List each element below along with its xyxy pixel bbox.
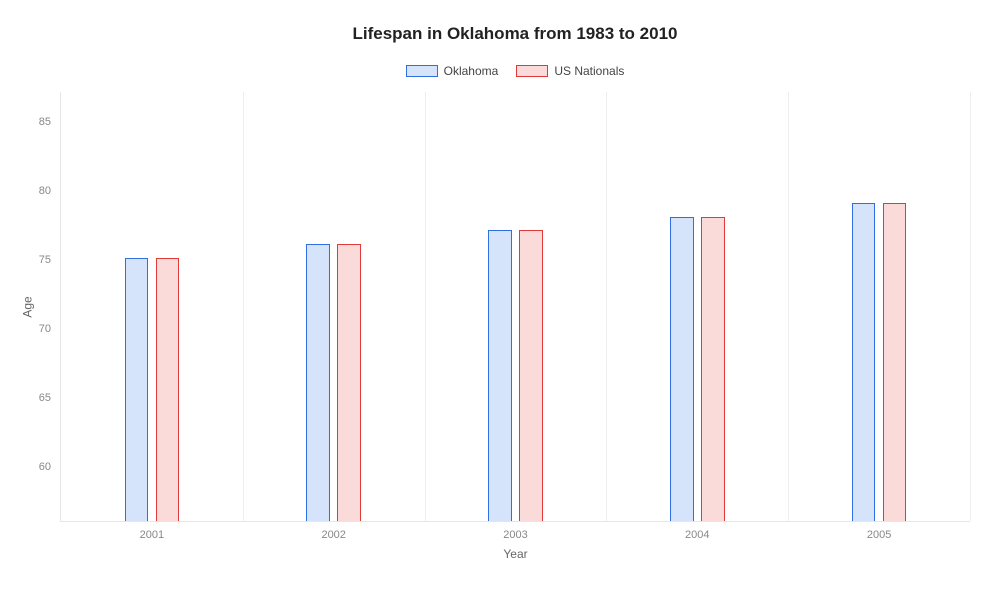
grid-line-vertical xyxy=(606,92,607,521)
bar-us-nationals xyxy=(337,244,361,521)
y-tick-label: 75 xyxy=(39,254,51,266)
x-tick-label: 2005 xyxy=(867,529,891,541)
bar-oklahoma xyxy=(488,230,512,521)
bar-us-nationals xyxy=(156,258,180,521)
y-axis-label: Age xyxy=(21,296,35,317)
plot-area: Age Year 6065707580852001200220032004200… xyxy=(60,92,970,522)
x-tick-label: 2001 xyxy=(140,529,164,541)
grid-line-vertical xyxy=(788,92,789,521)
x-tick-label: 2002 xyxy=(321,529,345,541)
y-tick-label: 85 xyxy=(39,116,51,128)
x-tick-label: 2004 xyxy=(685,529,709,541)
x-axis-label: Year xyxy=(503,547,527,561)
chart-container: Lifespan in Oklahoma from 1983 to 2010 O… xyxy=(0,0,1000,600)
legend-label: US Nationals xyxy=(554,64,624,78)
grid-line-vertical xyxy=(970,92,971,521)
chart-title: Lifespan in Oklahoma from 1983 to 2010 xyxy=(60,24,970,44)
bar-oklahoma xyxy=(852,203,876,521)
bar-oklahoma xyxy=(670,217,694,521)
bar-us-nationals xyxy=(883,203,907,521)
legend-item-oklahoma: Oklahoma xyxy=(406,64,499,78)
bar-us-nationals xyxy=(701,217,725,521)
y-tick-label: 80 xyxy=(39,185,51,197)
bar-oklahoma xyxy=(306,244,330,521)
y-tick-label: 70 xyxy=(39,323,51,335)
legend-item-us-nationals: US Nationals xyxy=(516,64,624,78)
legend-label: Oklahoma xyxy=(444,64,499,78)
bar-us-nationals xyxy=(519,230,543,521)
legend-swatch-us-nationals xyxy=(516,65,548,77)
legend-swatch-oklahoma xyxy=(406,65,438,77)
grid-line-vertical xyxy=(243,92,244,521)
grid-line-vertical xyxy=(425,92,426,521)
x-tick-label: 2003 xyxy=(503,529,527,541)
bar-oklahoma xyxy=(125,258,149,521)
chart-legend: Oklahoma US Nationals xyxy=(60,64,970,78)
y-tick-label: 65 xyxy=(39,392,51,404)
y-tick-label: 60 xyxy=(39,461,51,473)
